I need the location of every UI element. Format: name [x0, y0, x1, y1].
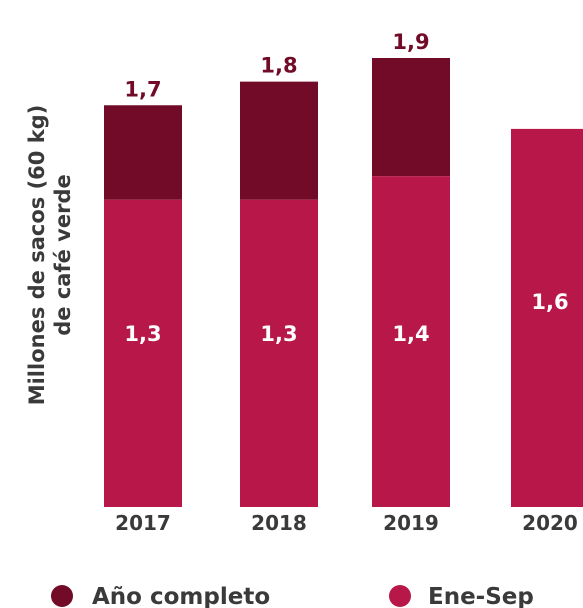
bar-ano-completo-2019 — [372, 58, 450, 177]
legend-swatch-ene-sep — [389, 585, 411, 607]
x-tick-label-2018: 2018 — [251, 511, 307, 535]
bar-labels: 1,7 1,3 1,8 1,3 1,9 1,4 1,6 — [124, 30, 568, 346]
x-tick-label-2020: 2020 — [522, 511, 578, 535]
y-axis-label-line-1: Millones de sacos (60 kg) — [25, 105, 49, 406]
x-tick-labels: 2017 2018 2019 2020 — [115, 511, 578, 535]
bar-ene-sep-2018 — [240, 199, 318, 507]
legend: Año completo Ene-Sep — [51, 584, 534, 608]
data-label-ene-sep-2020: 1,6 — [531, 290, 568, 314]
data-label-ene-sep-2017: 1,3 — [124, 322, 161, 346]
y-axis-label-line-2: de café verde — [51, 174, 75, 335]
bar-ano-completo-2018 — [240, 81, 318, 200]
bar-ene-sep-2019 — [372, 176, 450, 507]
data-label-ano-completo-2018: 1,8 — [260, 54, 297, 78]
bar-ene-sep-2020 — [511, 128, 583, 508]
data-label-ene-sep-2019: 1,4 — [392, 322, 429, 346]
legend-label-ene-sep: Ene-Sep — [428, 584, 534, 608]
data-label-ene-sep-2018: 1,3 — [260, 322, 297, 346]
bar-ano-completo-2017 — [104, 105, 182, 200]
x-tick-label-2019: 2019 — [383, 511, 439, 535]
bars — [104, 58, 583, 508]
data-label-ano-completo-2017: 1,7 — [124, 77, 161, 101]
legend-label-ano-completo: Año completo — [92, 584, 270, 608]
legend-item-ano-completo: Año completo — [51, 584, 270, 608]
x-tick-label-2017: 2017 — [115, 511, 171, 535]
bar-ene-sep-2017 — [104, 199, 182, 507]
y-axis-label: Millones de sacos (60 kg) de café verde — [25, 105, 75, 406]
data-label-ano-completo-2019: 1,9 — [392, 30, 429, 54]
legend-item-ene-sep: Ene-Sep — [389, 584, 534, 608]
legend-swatch-ano-completo — [51, 585, 73, 607]
